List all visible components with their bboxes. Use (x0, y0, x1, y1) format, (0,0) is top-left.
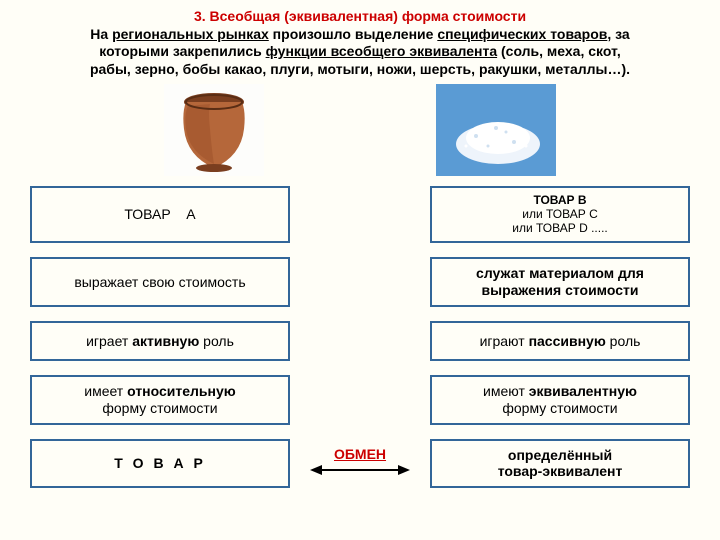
left-r3: играет активную роль (30, 321, 290, 361)
slide-header: 3. Всеобщая (эквивалентная) форма стоимо… (18, 8, 702, 26)
header-title: Всеобщая (эквивалентная) форма стоимости (210, 8, 527, 24)
right-r5: определённый товар-эквивалент (430, 439, 690, 489)
left-r4: имеет относительную форму стоимости (30, 375, 290, 425)
comparison-grid: ТОВАР А ТОВАР В или ТОВАР С или ТОВАР D … (18, 186, 702, 488)
left-r2: выражает свою стоимость (30, 257, 290, 307)
salt-pile-icon (436, 84, 556, 176)
double-arrow-icon (310, 462, 410, 478)
left-r5: Т О В А Р (30, 439, 290, 489)
salt-image (436, 84, 556, 176)
right-r2: служат материалом для выражения стоимост… (430, 257, 690, 307)
clay-pot-icon (164, 84, 264, 176)
subtitle-line2: которыми закрепились функции всеобщего э… (18, 43, 702, 61)
right-r4: имеют эквивалентную форму стоимости (430, 375, 690, 425)
pot-image (164, 84, 264, 176)
header-number: 3. (194, 8, 206, 24)
right-r1: ТОВАР В или ТОВАР С или ТОВАР D ..... (430, 186, 690, 243)
exchange-middle: ОБМЕН (310, 439, 410, 489)
subtitle-line1: На региональных рынках произошло выделен… (18, 26, 702, 44)
subtitle-line3: рабы, зерно, бобы какао, плуги, мотыги, … (18, 61, 702, 79)
right-r3: играют пассивную роль (430, 321, 690, 361)
left-r1: ТОВАР А (30, 186, 290, 243)
obmen-label: ОБМЕН (334, 446, 386, 462)
image-row (78, 84, 642, 176)
